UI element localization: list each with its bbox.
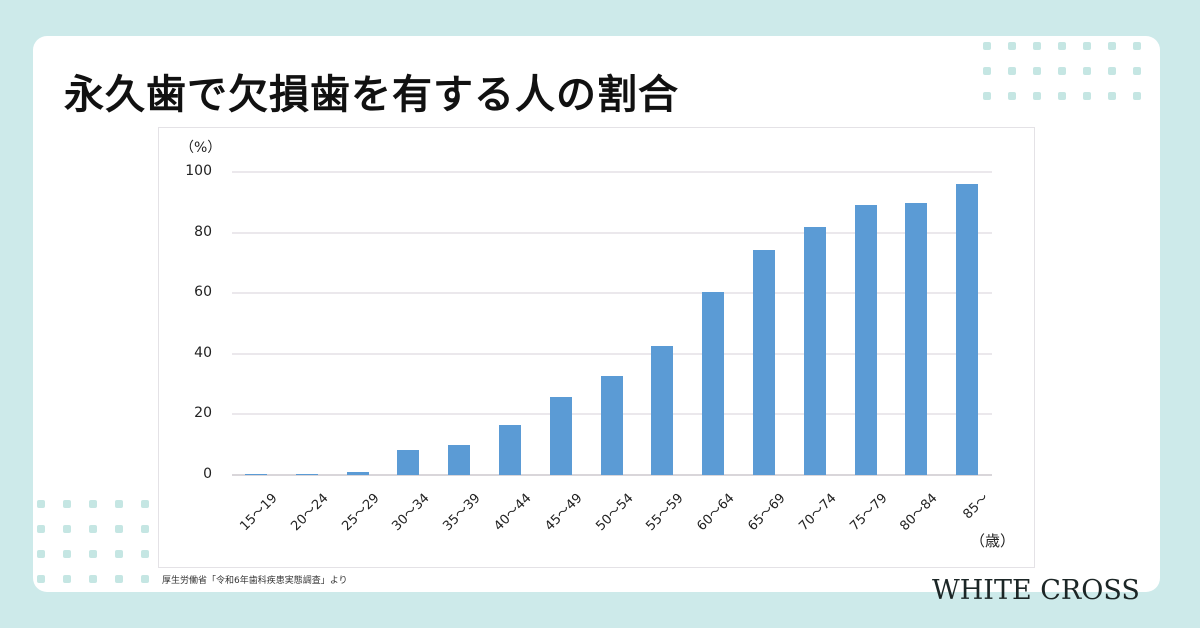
y-tick-label: 0: [203, 466, 212, 482]
dot: [63, 575, 71, 583]
gridline: [232, 352, 992, 355]
decorative-dot-pattern: [37, 500, 149, 583]
dot: [115, 575, 123, 583]
bar: [549, 397, 572, 475]
dot: [1058, 67, 1066, 75]
y-axis-unit-label: （%）: [180, 140, 222, 156]
bar: [448, 445, 471, 475]
dot: [1108, 67, 1116, 75]
dot: [1058, 42, 1066, 50]
gridline: [232, 171, 992, 173]
dot: [37, 500, 45, 508]
dot: [1133, 67, 1141, 75]
dot: [141, 500, 149, 508]
dot: [1133, 42, 1141, 50]
dot: [37, 525, 45, 533]
x-axis-line: [232, 474, 992, 476]
dot: [1033, 67, 1041, 75]
dot: [115, 500, 123, 508]
dot: [89, 550, 97, 558]
dot: [89, 525, 97, 533]
bar: [651, 345, 674, 475]
y-tick-label: 20: [194, 405, 212, 422]
dot: [141, 575, 149, 583]
gridline: [232, 292, 992, 295]
brand-logo: WHITE CROSS: [932, 575, 1140, 606]
bar: [346, 471, 369, 475]
dot: [1083, 42, 1091, 50]
dot: [63, 525, 71, 533]
y-tick-label: 60: [194, 284, 212, 301]
bar: [803, 226, 826, 475]
bar: [753, 249, 775, 475]
bar: [295, 473, 318, 475]
dot: [63, 500, 71, 508]
dot: [1133, 92, 1141, 100]
dot: [983, 42, 991, 50]
dot: [1008, 42, 1016, 50]
dot: [1108, 42, 1116, 50]
bar: [905, 202, 928, 475]
dot: [1083, 92, 1091, 100]
bar: [854, 205, 877, 475]
bar: [600, 375, 623, 475]
bar: [397, 449, 420, 475]
dot: [63, 550, 71, 558]
source-note: 厚生労働省「令和6年歯科疾患実態調査」より: [162, 576, 348, 586]
dot: [1033, 42, 1041, 50]
dot: [983, 92, 991, 100]
x-axis-unit-label: （歳）: [970, 532, 1016, 550]
dot: [115, 550, 123, 558]
dot: [1033, 92, 1041, 100]
dot: [141, 525, 149, 533]
dot: [983, 67, 991, 75]
dot: [1058, 92, 1066, 100]
page-title: 永久歯で欠損歯を有する人の割合: [64, 72, 679, 118]
dot: [89, 575, 97, 583]
gridline: [232, 231, 992, 234]
dot: [1083, 67, 1091, 75]
bar: [702, 291, 725, 475]
bar: [245, 474, 267, 475]
dot: [37, 550, 45, 558]
bar: [499, 425, 521, 475]
dot: [1008, 67, 1016, 75]
decorative-dot-pattern: [983, 42, 1141, 100]
dot: [115, 525, 123, 533]
dot: [89, 500, 97, 508]
bar: [956, 184, 979, 475]
dot: [37, 575, 45, 583]
y-tick-label: 100: [185, 163, 212, 179]
y-tick-label: 80: [194, 223, 212, 240]
dot: [1108, 92, 1116, 100]
dot: [141, 550, 149, 558]
y-tick-label: 40: [194, 344, 212, 361]
dot: [1008, 92, 1016, 100]
chart-area: [158, 127, 1035, 568]
